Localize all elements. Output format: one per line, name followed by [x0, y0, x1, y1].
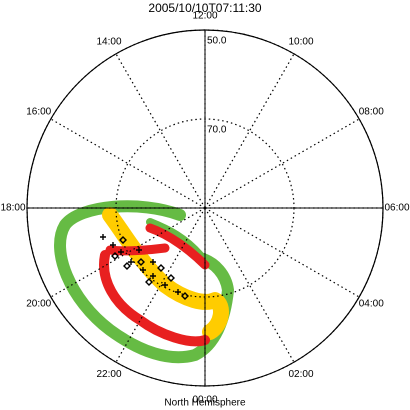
theta-tick-label: 12:00 [192, 11, 217, 22]
theta-tick-label: 14:00 [96, 36, 121, 47]
chart-title: 2005/10/10T07:11:30 [148, 1, 262, 15]
x-label: North Hemisphere [164, 398, 246, 409]
spoke [204, 118, 360, 209]
grid-circle [26, 29, 384, 387]
theta-tick-label: 00:00 [192, 395, 217, 406]
grid-circle [115, 118, 295, 298]
theta-tick-label: 06:00 [384, 203, 409, 214]
spoke [115, 53, 206, 209]
red-region [99, 250, 210, 347]
theta-tick-label: 22:00 [96, 369, 121, 380]
red-region [145, 223, 210, 270]
theta-tick-label: 08:00 [359, 107, 384, 118]
markers [100, 234, 189, 300]
diamond-markers [111, 236, 189, 300]
theta-tick-label: 10:00 [288, 36, 313, 47]
r-tick-label: 50.0 [207, 36, 227, 47]
spoke [50, 118, 206, 209]
green-region [54, 200, 234, 364]
theta-tick-label: 18:00 [0, 203, 25, 214]
theta-tick-label: 02:00 [288, 369, 313, 380]
plus-markers [100, 234, 181, 295]
aurora-regions [54, 200, 234, 364]
r-tick-label: 70.0 [207, 125, 227, 136]
theta-tick-label: 16:00 [26, 107, 51, 118]
theta-tick-label: 20:00 [26, 299, 51, 310]
theta-tick-label: 04:00 [359, 299, 384, 310]
